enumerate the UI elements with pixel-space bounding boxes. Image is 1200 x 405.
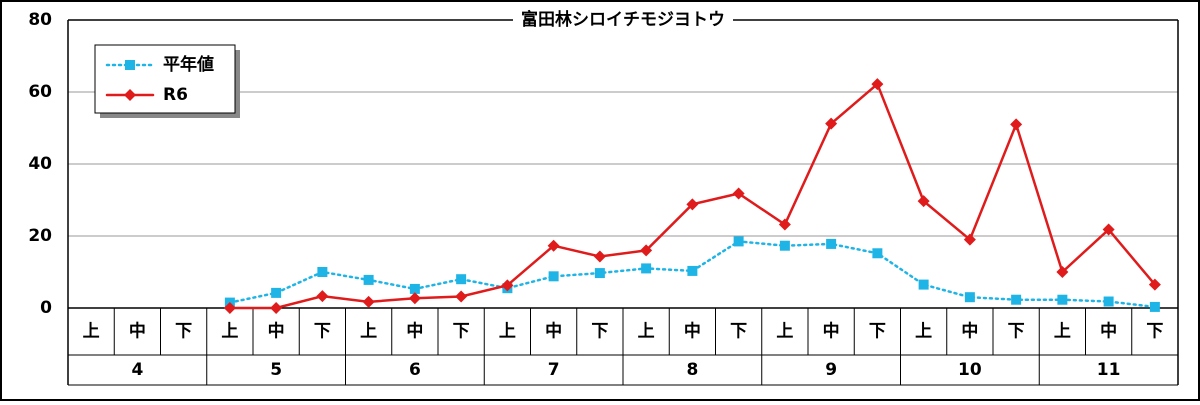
- marker: [409, 283, 420, 294]
- marker: [1057, 294, 1068, 305]
- marker: [363, 274, 374, 285]
- y-tick-label: 20: [28, 226, 52, 246]
- marker: [641, 263, 652, 274]
- marker: [317, 267, 328, 277]
- x-tick-label: 中: [129, 321, 146, 342]
- marker: [547, 239, 560, 252]
- marker: [732, 187, 745, 200]
- marker: [733, 236, 744, 247]
- group-label: 4: [131, 360, 143, 380]
- marker: [223, 302, 236, 314]
- marker: [1148, 278, 1161, 291]
- group-label: 7: [548, 360, 560, 380]
- marker: [316, 290, 329, 303]
- legend-label: 平年値: [163, 54, 214, 75]
- title-background: [513, 9, 733, 30]
- x-tick-label: 上: [1054, 322, 1071, 342]
- marker: [686, 198, 699, 211]
- x-tick-label: 下: [730, 322, 747, 342]
- marker: [1056, 266, 1069, 278]
- marker: [963, 233, 976, 246]
- group-label: 5: [270, 360, 282, 380]
- x-tick-label: 下: [591, 322, 608, 342]
- marker: [778, 218, 791, 231]
- marker: [872, 248, 883, 259]
- group-label: 9: [825, 360, 837, 380]
- y-tick-label: 40: [28, 154, 52, 174]
- marker: [362, 295, 375, 308]
- x-tick-label: 中: [545, 321, 562, 342]
- marker: [456, 274, 467, 285]
- marker: [1149, 301, 1160, 312]
- legend-label: R6: [163, 85, 188, 105]
- x-tick-label: 下: [869, 322, 886, 342]
- marker: [593, 250, 606, 263]
- marker: [1102, 223, 1115, 236]
- x-tick-label: 中: [1100, 321, 1117, 342]
- x-tick-label: 上: [915, 322, 932, 342]
- group-label: 10: [958, 360, 982, 380]
- marker: [871, 78, 884, 91]
- x-tick-label: 上: [360, 322, 377, 342]
- marker: [825, 117, 838, 130]
- x-tick-label: 上: [83, 322, 100, 342]
- x-tick-label: 中: [406, 321, 423, 342]
- group-label: 6: [409, 360, 421, 380]
- x-tick-label: 中: [268, 321, 285, 342]
- legend-marker: [125, 60, 135, 70]
- marker: [640, 244, 653, 257]
- marker: [408, 292, 421, 305]
- x-tick-label: 下: [1008, 322, 1025, 342]
- x-tick-label: 上: [638, 322, 655, 342]
- marker: [594, 268, 605, 279]
- chart-title: 富田林シロイチモジヨトウ: [521, 9, 725, 30]
- x-tick-label: 中: [823, 321, 840, 342]
- x-tick-label: 下: [314, 322, 331, 342]
- legend: [94, 44, 236, 114]
- marker: [270, 302, 283, 314]
- y-tick-label: 60: [28, 82, 52, 102]
- marker: [687, 265, 698, 276]
- x-tick-label: 上: [776, 322, 793, 342]
- x-tick-label: 下: [1146, 322, 1163, 342]
- marker: [1010, 118, 1023, 131]
- marker: [1103, 296, 1114, 307]
- marker: [826, 238, 837, 249]
- marker: [548, 271, 559, 282]
- group-label: 11: [1097, 360, 1121, 380]
- marker: [779, 240, 790, 251]
- x-tick-label: 中: [684, 321, 701, 342]
- marker: [918, 279, 929, 290]
- y-tick-label: 0: [40, 298, 52, 318]
- marker: [964, 292, 975, 303]
- y-tick-label: 80: [28, 10, 52, 30]
- x-tick-label: 上: [499, 322, 516, 342]
- group-label: 8: [686, 360, 698, 380]
- x-tick-label: 上: [221, 322, 238, 342]
- x-tick-label: 中: [961, 321, 978, 342]
- x-tick-label: 下: [453, 322, 470, 342]
- marker: [271, 287, 282, 298]
- marker: [917, 195, 930, 208]
- marker: [501, 279, 514, 292]
- legend-marker: [124, 89, 136, 101]
- marker: [1011, 294, 1022, 305]
- x-tick-label: 下: [175, 322, 192, 342]
- marker: [455, 290, 468, 303]
